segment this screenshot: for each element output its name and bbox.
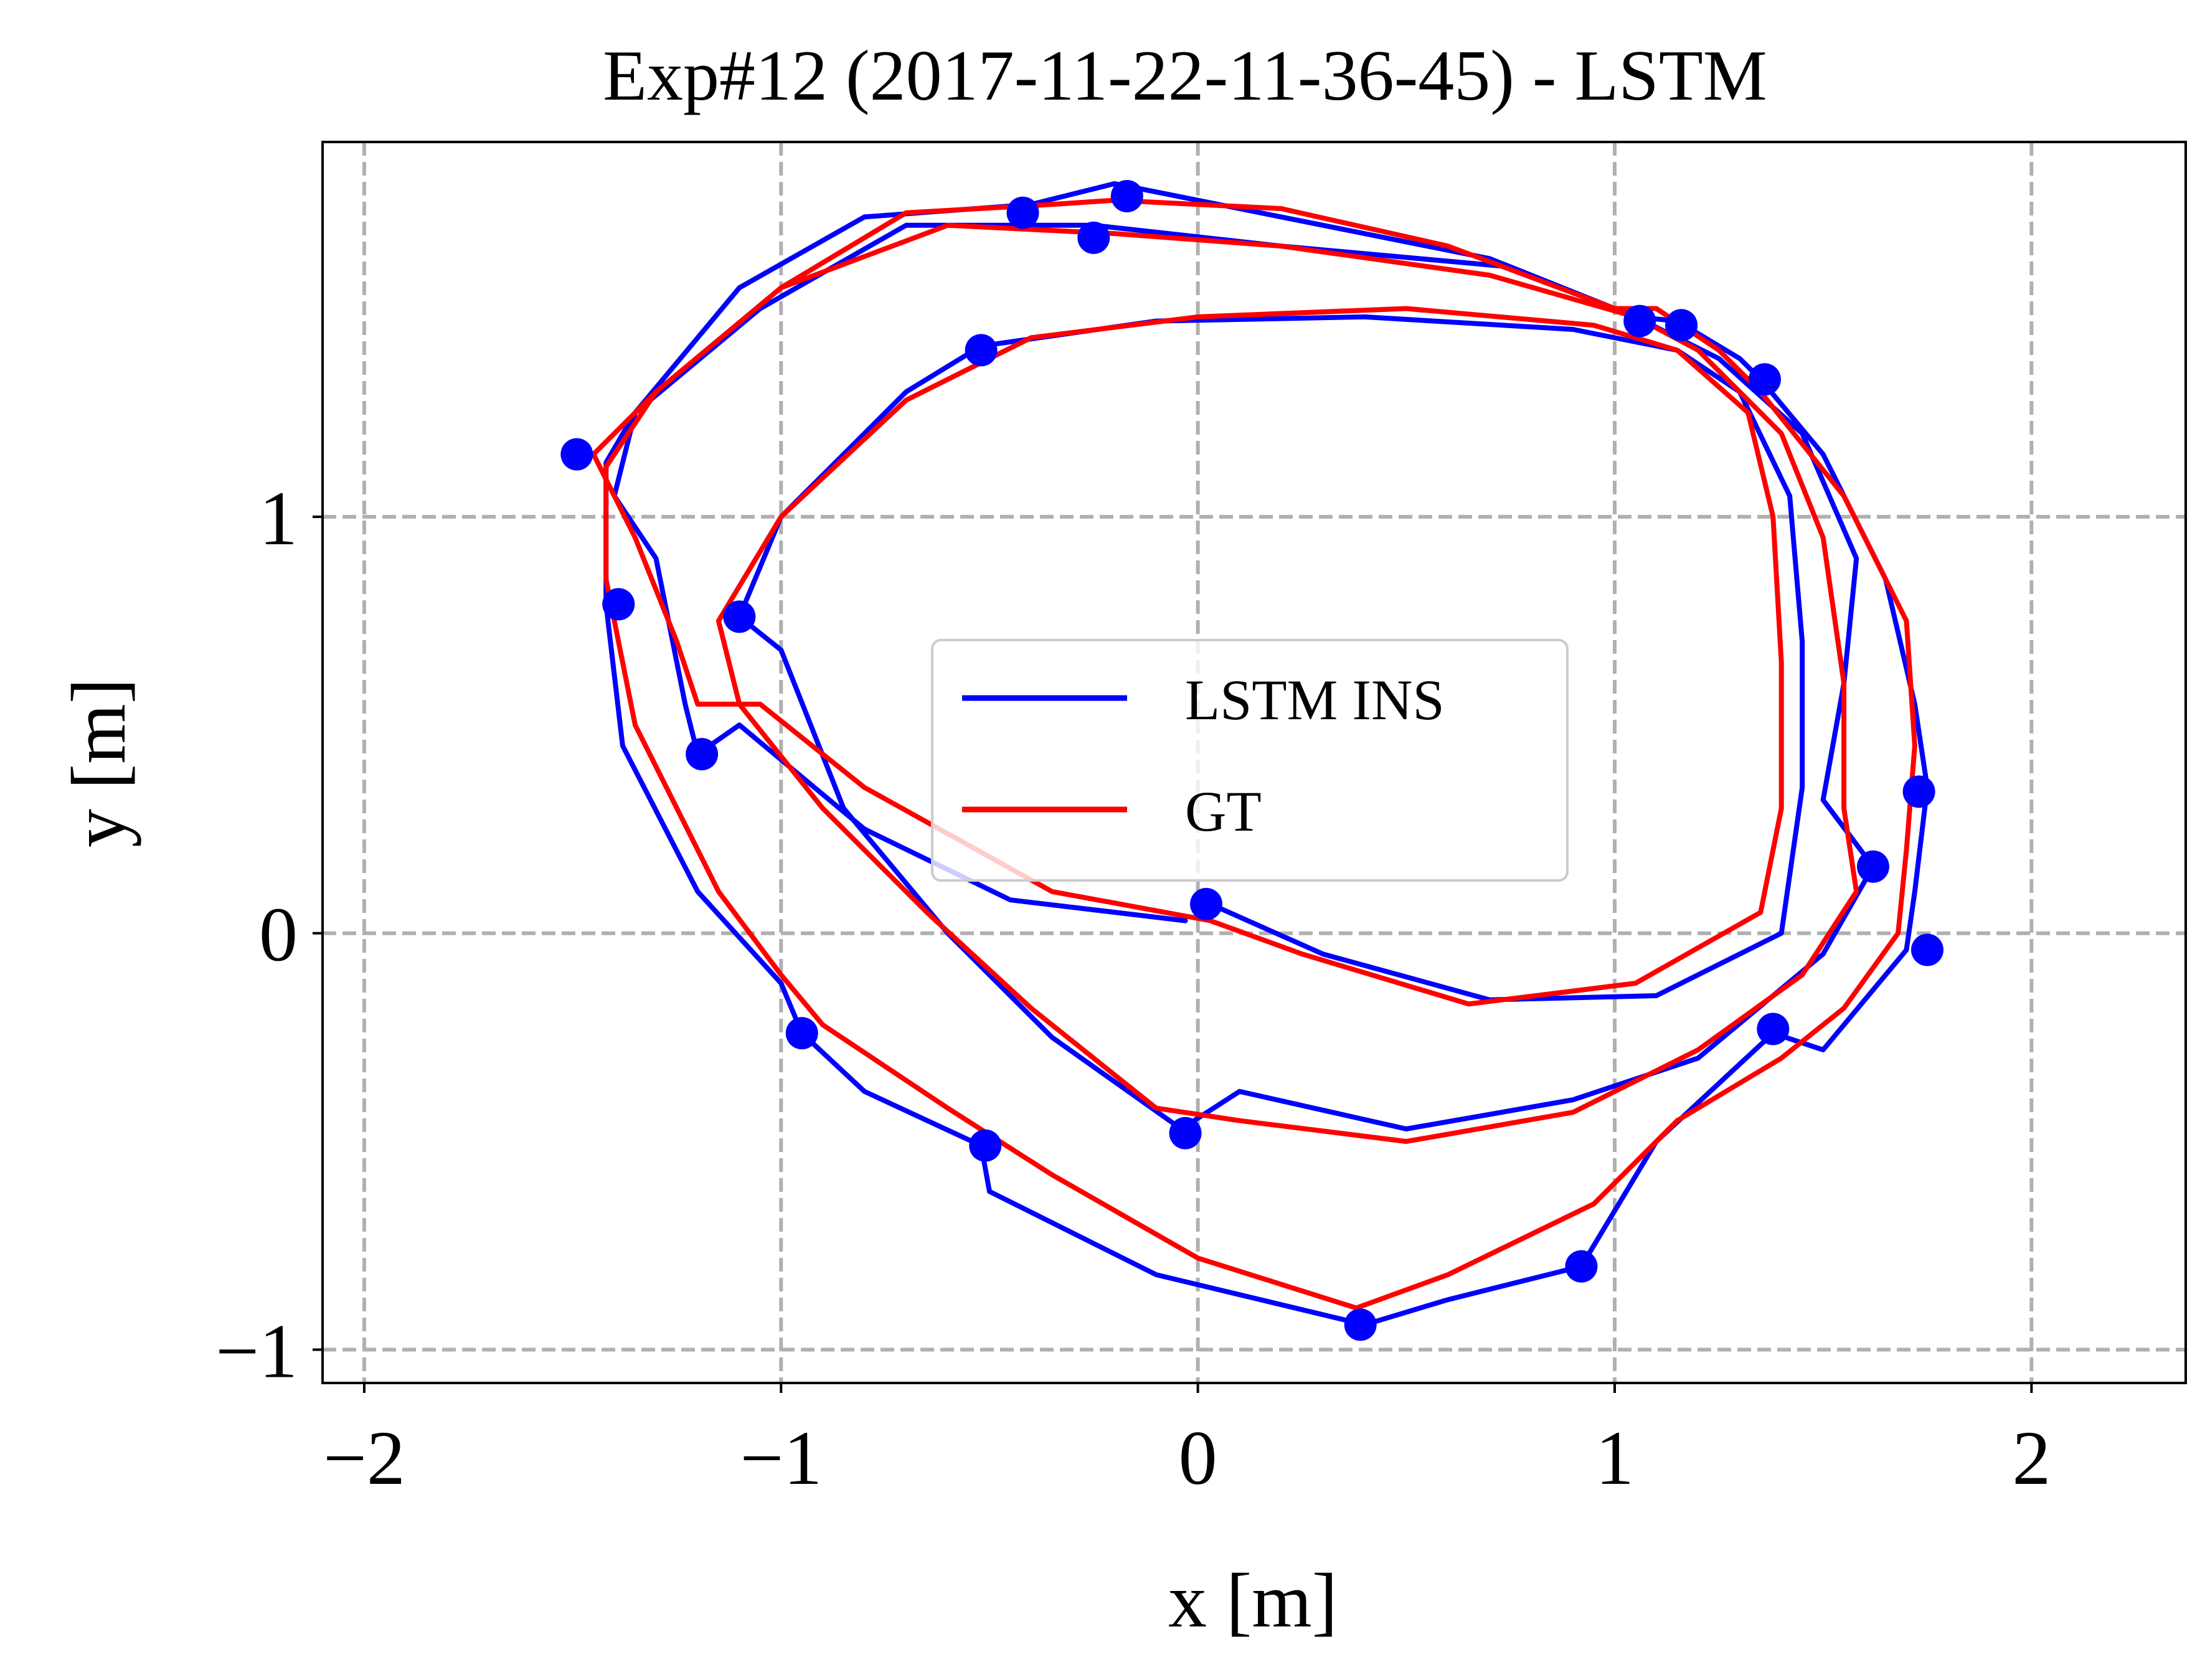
- tick-layer: −2 −1 0 1 2 −1 0 1: [215, 476, 2051, 1501]
- lstm-marker-point: [785, 1017, 818, 1050]
- lstm-marker-point: [1902, 775, 1935, 808]
- lstm-marker-point: [969, 1129, 1002, 1162]
- lstm-marker-point: [1169, 1116, 1202, 1149]
- x-tick-label: −2: [323, 1415, 405, 1501]
- x-axis-label: x [m]: [1168, 1558, 1338, 1643]
- x-tick-label: −1: [740, 1415, 822, 1501]
- x-tick-label: 2: [2012, 1415, 2051, 1501]
- series-line-gt: [591, 197, 1917, 1311]
- lstm-marker-point: [1856, 850, 1889, 883]
- lstm-marker-point: [1757, 1012, 1790, 1045]
- legend-label-gt: GT: [1185, 780, 1262, 843]
- x-tick-label: 1: [1595, 1415, 1634, 1501]
- marker-layer: [560, 179, 1944, 1341]
- lstm-marker-point: [1344, 1308, 1377, 1341]
- y-tick-label: 0: [259, 892, 298, 978]
- plot-frame: [321, 141, 2187, 1384]
- y-axis-label: y [m]: [56, 678, 141, 847]
- lstm-marker-point: [1911, 933, 1944, 966]
- series-layer: [591, 181, 1930, 1328]
- y-tick-label: −1: [215, 1308, 298, 1394]
- lstm-marker-point: [1006, 196, 1039, 229]
- lstm-marker-point: [560, 438, 593, 471]
- chart-title: Exp#12 (2017-11-22-11-36-45) - LSTM: [603, 36, 1767, 116]
- y-tick-label: 1: [259, 476, 298, 561]
- lstm-marker-point: [723, 600, 756, 633]
- lstm-marker-point: [602, 588, 635, 621]
- lstm-marker-point: [965, 334, 998, 367]
- legend-label-lstm-ins: LSTM INS: [1185, 668, 1445, 732]
- lstm-marker-point: [1623, 304, 1656, 337]
- x-tick-label: 0: [1179, 1415, 1217, 1501]
- lstm-marker-point: [1110, 179, 1143, 212]
- lstm-marker-point: [686, 738, 719, 771]
- lstm-marker-point: [1565, 1250, 1598, 1283]
- legend: LSTM INS GT: [931, 639, 1569, 882]
- lstm-marker-point: [1665, 309, 1698, 342]
- lstm-marker-point: [1077, 221, 1110, 254]
- lstm-marker-point: [1748, 363, 1781, 396]
- lstm-marker-point: [1190, 887, 1223, 920]
